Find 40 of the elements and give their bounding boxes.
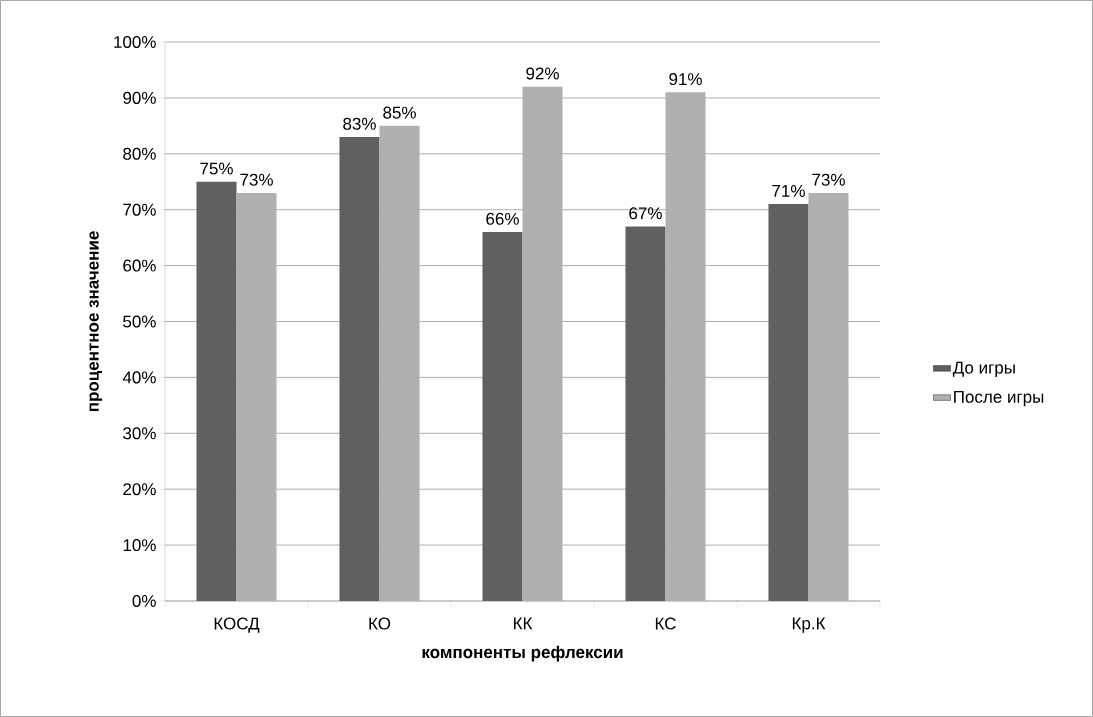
data-label: 91%: [669, 73, 702, 86]
legend-label: После игры: [954, 390, 1044, 407]
y-tick-label: 0%: [132, 594, 156, 608]
data-label: 92%: [526, 67, 559, 80]
bar: [522, 86, 563, 601]
y-tick-label: 50%: [123, 315, 156, 328]
x-tick-label: КС: [655, 617, 676, 630]
data-label: 71%: [772, 185, 805, 197]
data-label: 66%: [486, 212, 519, 225]
y-axis-title: процентное значение: [89, 231, 103, 412]
bar: [339, 137, 380, 601]
bar: [768, 204, 809, 601]
x-tick-label: КОСД: [214, 617, 260, 633]
bar: [196, 181, 237, 601]
bar: [379, 125, 420, 601]
y-tick-label: 70%: [123, 203, 156, 216]
x-tick-label: КО: [369, 617, 391, 630]
data-label: 73%: [240, 173, 273, 186]
y-tick-label: 40%: [122, 371, 156, 384]
x-tick-label: Кр.К: [792, 617, 826, 633]
y-tick-label: 80%: [123, 147, 156, 160]
y-tick-label: 60%: [123, 259, 156, 272]
bar: [665, 92, 706, 601]
y-tick-label: 30%: [123, 427, 156, 440]
x-tick-label: КК: [514, 617, 533, 630]
bar: [236, 192, 277, 601]
data-label: 73%: [812, 173, 845, 186]
data-label: 67%: [629, 207, 662, 220]
y-tick-label: 90%: [123, 91, 156, 104]
bar: [625, 226, 666, 601]
y-tick-label: 10%: [123, 539, 156, 552]
bar: [808, 192, 849, 601]
data-label: 85%: [383, 106, 416, 119]
data-label: 83%: [343, 117, 376, 130]
data-label: 75%: [200, 162, 233, 175]
bar: [482, 232, 523, 601]
y-tick-label: 100%: [114, 35, 156, 49]
legend-label: До игры: [952, 361, 1015, 378]
y-tick-label: 20%: [123, 483, 156, 496]
x-axis-title: компоненты рефлексии: [422, 645, 623, 662]
